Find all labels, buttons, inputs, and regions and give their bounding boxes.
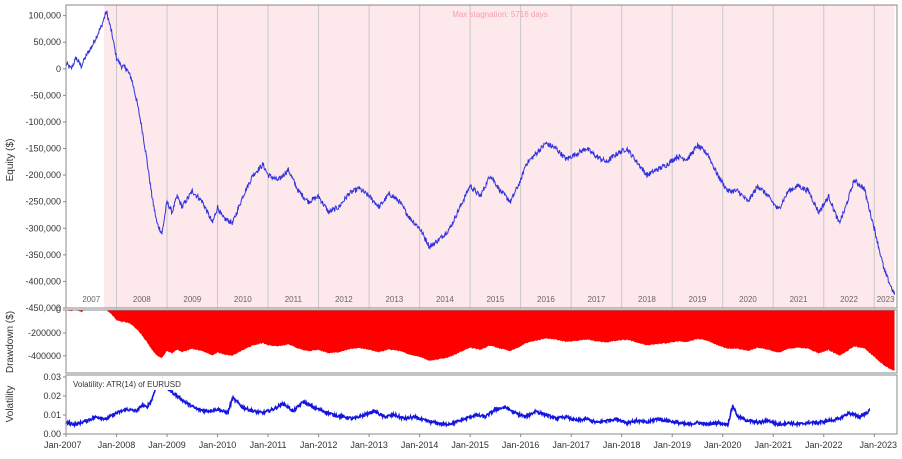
x-tick-label: Jan-2023 [859,440,897,450]
equity-line [65,10,895,295]
equity-tick-label: -200,000 [25,170,61,180]
year-label: 2010 [234,295,252,304]
stagnation-band [103,5,895,308]
volatility-legend-box [70,378,210,390]
volatility-tick-label: 0.02 [43,391,61,401]
x-tick-label: Jan-2009 [148,440,186,450]
year-label: 2013 [385,295,403,304]
x-tick-label: Jan-2008 [98,440,136,450]
drawdown-tick-label: 0 [56,305,61,315]
x-tick-label: Jan-2022 [805,440,843,450]
volatility-panel: 0.00 0.01 0.02 0.03 Volatility: ATR(14) of … [5,372,898,450]
equity-panel: 100,000 50,000 0 -50,000 -100,000 -150,000 -20… [5,4,898,313]
year-label: 2014 [436,295,454,304]
year-label: 2016 [537,295,555,304]
volatility-tick-label: 0.01 [43,410,61,420]
year-label: 2007 [82,295,100,304]
x-tick-label: Jan-2010 [199,440,237,450]
x-tick-label: Jan-2019 [653,440,691,450]
equity-frame [65,4,898,309]
equity-tick-label: -150,000 [25,144,61,154]
equity-y-axis-label: Equity ($) [5,139,16,182]
equity-tick-label: 50,000 [33,37,61,47]
x-tick-label: Jan-2016 [502,440,540,450]
x-tick-label: Jan-2021 [754,440,792,450]
x-tick-label: Jan-2007 [44,440,82,450]
equity-tick-label: -450,000 [25,303,61,313]
equity-year-labels: 2007 2008 2009 2010 2011 2012 2013 2014 2015 2016… [82,295,895,304]
year-label: 2009 [183,295,201,304]
x-tick-label: Jan-2013 [350,440,388,450]
year-label: 2020 [739,295,757,304]
drawdown-tick-label: -400000 [28,351,61,361]
drawdown-frame [65,309,898,374]
year-label: 2023 [877,295,895,304]
year-label: 2021 [790,295,808,304]
x-tick-label: Jan-2018 [603,440,641,450]
equity-tick-label: -250,000 [25,197,61,207]
equity-year-grid [116,5,875,308]
year-label: 2018 [638,295,656,304]
year-label: 2022 [840,295,858,304]
drawdown-tick-label: -200000 [28,328,61,338]
equity-tick-label: 0 [56,64,61,74]
drawdown-y-axis-label: Drawdown ($) [5,311,16,373]
equity-tick-label: -350,000 [25,250,61,260]
x-axis-ticks: Jan-2007 Jan-2008 Jan-2009 Jan-2010 Jan-2011… [44,434,897,450]
year-label: 2015 [486,295,504,304]
equity-tick-label: 100,000 [28,11,61,21]
stagnation-annotation: Max stagnation: 5716 days [452,10,548,19]
x-tick-label: Jan-2020 [704,440,742,450]
volatility-legend: Volatility: ATR(14) of EURUSD [73,380,181,389]
equity-tick-label: -400,000 [25,276,61,286]
volatility-y-axis-label: Volatility [5,386,16,423]
equity-tick-label: -100,000 [25,117,61,127]
x-tick-label: Jan-2014 [401,440,439,450]
drawdown-panel: 0 -200000 -400000 Drawdown ($) [5,305,898,374]
year-label: 2012 [335,295,353,304]
x-tick-label: Jan-2017 [552,440,590,450]
volatility-tick-label: 0.00 [43,429,61,439]
equity-tick-label: -50,000 [30,90,61,100]
year-label: 2019 [689,295,707,304]
volatility-line [65,377,870,429]
drawdown-area [66,310,895,372]
year-label: 2008 [133,295,151,304]
year-label: 2011 [285,295,303,304]
x-tick-label: Jan-2011 [250,440,287,450]
x-tick-label: Jan-2012 [300,440,338,450]
volatility-frame [65,374,898,435]
equity-tick-label: -300,000 [25,223,61,233]
x-tick-label: Jan-2015 [451,440,489,450]
year-label: 2017 [588,295,606,304]
volatility-tick-label: 0.03 [43,372,61,382]
